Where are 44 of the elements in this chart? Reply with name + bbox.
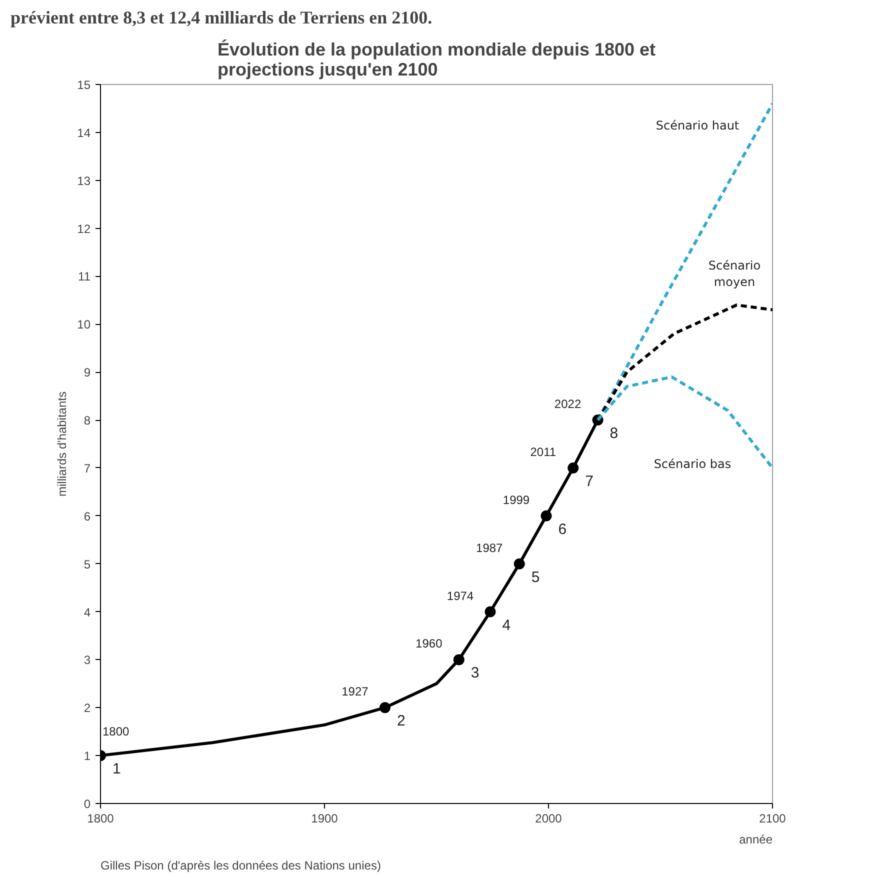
annotation: 2022 bbox=[554, 397, 582, 412]
annotation: 1999 bbox=[502, 492, 530, 507]
annotation: 2011 bbox=[530, 444, 556, 459]
x-tick-label: 1900 bbox=[311, 812, 338, 826]
y-tick-label: 10 bbox=[77, 318, 91, 332]
y-tick-label: 0 bbox=[84, 797, 91, 811]
chart-title: Évolution de la population mondiale depuis 1800 et projections jusqu'en 2100 bbox=[217, 40, 656, 80]
text: Scénario bas bbox=[654, 456, 732, 471]
y-tick-label: 4 bbox=[84, 605, 91, 620]
y-tick-label: 2 bbox=[84, 701, 91, 716]
x-axis-title: année bbox=[739, 832, 773, 846]
annotation: 1974 bbox=[446, 588, 474, 603]
y-axis-title: milliards d'habitants bbox=[55, 391, 70, 497]
y-tick-label: 15 bbox=[77, 78, 91, 92]
y-tick-label: 11 bbox=[78, 270, 91, 284]
y-tick-label: 8 bbox=[84, 414, 91, 428]
annotation: 1927 bbox=[342, 684, 369, 699]
series-label: Scénario moyen bbox=[708, 258, 761, 290]
data-label: 2 bbox=[396, 712, 406, 730]
annotation: 1987 bbox=[476, 540, 504, 555]
y-tick-label: 3 bbox=[84, 653, 91, 668]
y-tick-label: 13 bbox=[77, 174, 91, 188]
annotation: 1960 bbox=[416, 636, 443, 651]
text: prévient entre 8,3 et 12,4 milliards de Terriens en 2100. bbox=[10, 8, 432, 28]
y-tick-label: 1 bbox=[84, 749, 91, 764]
y-tick-label: 12 bbox=[77, 222, 91, 236]
data-label: 1 bbox=[112, 760, 121, 778]
data-label: 7 bbox=[585, 472, 594, 490]
data-label: 6 bbox=[558, 520, 567, 538]
y-tick-label: 5 bbox=[84, 557, 91, 572]
series-label: Scénario haut bbox=[656, 118, 740, 133]
y-tick-label: 14 bbox=[77, 126, 91, 140]
x-tick-label: 2000 bbox=[535, 812, 562, 826]
text: Gilles Pison (d'après les données des Nations unies) bbox=[100, 858, 381, 872]
y-tick-label: 6 bbox=[84, 509, 91, 524]
x-tick-label: 1800 bbox=[87, 812, 114, 826]
data-label: 3 bbox=[470, 664, 480, 682]
x-tick-label: 2100 bbox=[759, 812, 786, 826]
data-label: 4 bbox=[502, 616, 511, 634]
y-tick-label: 9 bbox=[84, 366, 91, 380]
data-label: 5 bbox=[531, 568, 540, 586]
y-tick-label: 7 bbox=[84, 461, 91, 476]
annotation: 1800 bbox=[102, 724, 130, 739]
data-label: 8 bbox=[610, 425, 618, 442]
